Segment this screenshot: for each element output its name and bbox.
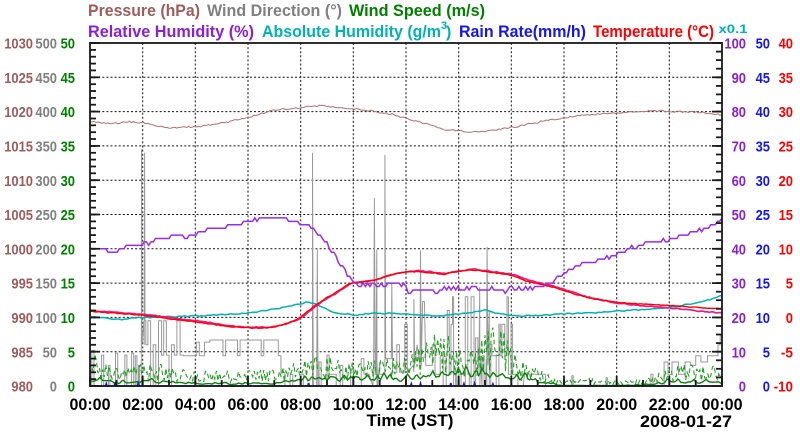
svg-text:Absolute Humidity (g/m: Absolute Humidity (g/m bbox=[262, 23, 441, 41]
svg-text:30: 30 bbox=[732, 276, 746, 293]
svg-text:25: 25 bbox=[756, 207, 770, 224]
svg-text:10:00: 10:00 bbox=[333, 396, 374, 414]
svg-text:80: 80 bbox=[732, 104, 746, 121]
svg-text:5: 5 bbox=[763, 344, 770, 361]
svg-text:-5: -5 bbox=[781, 344, 793, 361]
svg-text:10: 10 bbox=[756, 310, 770, 327]
svg-text:0: 0 bbox=[739, 379, 746, 396]
svg-text:20: 20 bbox=[756, 241, 770, 258]
svg-text:45: 45 bbox=[756, 70, 770, 87]
svg-text:1025: 1025 bbox=[4, 70, 33, 87]
svg-text:5: 5 bbox=[786, 276, 793, 293]
svg-text:350: 350 bbox=[35, 139, 57, 156]
svg-text:30: 30 bbox=[779, 104, 793, 121]
svg-text:150: 150 bbox=[35, 276, 57, 293]
svg-text:20:00: 20:00 bbox=[596, 396, 637, 414]
svg-text:22:00: 22:00 bbox=[649, 396, 690, 414]
svg-text:16:00: 16:00 bbox=[491, 396, 532, 414]
svg-text:500: 500 bbox=[35, 36, 57, 53]
svg-text:10: 10 bbox=[61, 310, 75, 327]
svg-text:60: 60 bbox=[732, 173, 746, 190]
svg-text:00:00: 00:00 bbox=[70, 396, 111, 414]
svg-text:70: 70 bbox=[732, 139, 746, 156]
svg-text:02:00: 02:00 bbox=[122, 396, 163, 414]
svg-text:50: 50 bbox=[43, 344, 57, 361]
svg-text:Rain Rate(mm/h): Rain Rate(mm/h) bbox=[459, 23, 586, 41]
svg-text:0: 0 bbox=[763, 379, 770, 396]
svg-text:15: 15 bbox=[756, 276, 770, 293]
svg-text:12:00: 12:00 bbox=[386, 396, 427, 414]
svg-text:04:00: 04:00 bbox=[175, 396, 216, 414]
svg-text:0: 0 bbox=[68, 379, 75, 396]
svg-text:Wind Speed (m/s): Wind Speed (m/s) bbox=[349, 2, 485, 20]
svg-text:200: 200 bbox=[35, 241, 57, 258]
svg-text:): ) bbox=[446, 24, 451, 41]
svg-text:100: 100 bbox=[724, 36, 746, 53]
svg-text:40: 40 bbox=[756, 104, 770, 121]
svg-text:Time (JST): Time (JST) bbox=[367, 412, 454, 430]
svg-text:450: 450 bbox=[35, 70, 57, 87]
svg-text:40: 40 bbox=[732, 241, 746, 258]
svg-text:18:00: 18:00 bbox=[544, 396, 585, 414]
svg-text:06:00: 06:00 bbox=[228, 396, 269, 414]
svg-text:0: 0 bbox=[50, 379, 57, 396]
svg-text:995: 995 bbox=[11, 276, 33, 293]
svg-text:25: 25 bbox=[779, 139, 793, 156]
svg-text:100: 100 bbox=[35, 310, 57, 327]
svg-text:985: 985 bbox=[11, 344, 33, 361]
svg-text:25: 25 bbox=[61, 207, 75, 224]
svg-text:00:00: 00:00 bbox=[702, 396, 743, 414]
svg-text:20: 20 bbox=[61, 241, 75, 258]
svg-text:40: 40 bbox=[779, 36, 793, 53]
svg-text:15: 15 bbox=[779, 207, 793, 224]
svg-text:Pressure (hPa): Pressure (hPa) bbox=[88, 2, 200, 20]
svg-text:1005: 1005 bbox=[4, 207, 33, 224]
svg-text:45: 45 bbox=[61, 70, 75, 87]
svg-text:35: 35 bbox=[756, 139, 770, 156]
svg-text:35: 35 bbox=[61, 139, 75, 156]
svg-text:08:00: 08:00 bbox=[280, 396, 321, 414]
svg-text:1000: 1000 bbox=[4, 241, 33, 258]
svg-text:14:00: 14:00 bbox=[438, 396, 479, 414]
svg-text:30: 30 bbox=[61, 173, 75, 190]
svg-text:20: 20 bbox=[732, 310, 746, 327]
svg-text:30: 30 bbox=[756, 173, 770, 190]
svg-text:50: 50 bbox=[61, 36, 75, 53]
svg-text:1030: 1030 bbox=[4, 36, 33, 53]
svg-text:20: 20 bbox=[779, 173, 793, 190]
svg-text:3: 3 bbox=[441, 20, 447, 32]
svg-text:0: 0 bbox=[786, 310, 793, 327]
svg-text:400: 400 bbox=[35, 104, 57, 121]
svg-text:250: 250 bbox=[35, 207, 57, 224]
svg-text:50: 50 bbox=[732, 207, 746, 224]
svg-text:Wind Direction (°): Wind Direction (°) bbox=[207, 2, 342, 20]
svg-text:-10: -10 bbox=[774, 379, 793, 396]
svg-text:40: 40 bbox=[61, 104, 75, 121]
svg-text:1020: 1020 bbox=[4, 104, 33, 121]
svg-text:1015: 1015 bbox=[4, 139, 33, 156]
svg-text:300: 300 bbox=[35, 173, 57, 190]
svg-text:35: 35 bbox=[779, 70, 793, 87]
svg-text:Temperature (°C): Temperature (°C) bbox=[593, 23, 714, 41]
svg-text:980: 980 bbox=[11, 379, 33, 396]
svg-text:1010: 1010 bbox=[4, 173, 33, 190]
svg-text:5: 5 bbox=[68, 344, 75, 361]
svg-text:10: 10 bbox=[732, 344, 746, 361]
svg-text:2008-01-27: 2008-01-27 bbox=[640, 413, 732, 431]
svg-text:10: 10 bbox=[779, 241, 793, 258]
svg-text:90: 90 bbox=[732, 70, 746, 87]
svg-text:Relative Humidity (%): Relative Humidity (%) bbox=[88, 23, 254, 41]
svg-text:15: 15 bbox=[61, 276, 75, 293]
svg-text:990: 990 bbox=[11, 310, 33, 327]
svg-text:50: 50 bbox=[756, 36, 770, 53]
svg-text:x0.1: x0.1 bbox=[719, 22, 748, 36]
